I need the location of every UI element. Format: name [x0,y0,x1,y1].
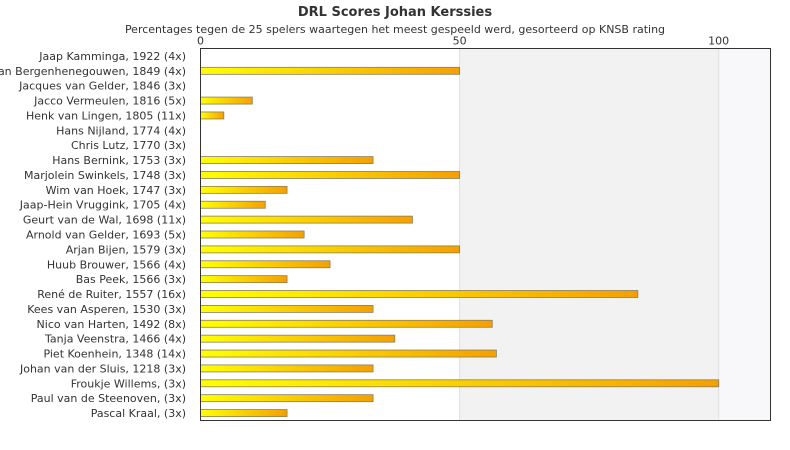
bar [200,379,720,388]
category-label: Hans Bernink, 1753 (3x) [52,154,186,167]
bar [200,200,266,209]
category-label: Jaap Kamminga, 1922 (4x) [38,50,186,63]
bar [200,394,374,403]
category-label: Froukje Willems, (3x) [71,377,186,390]
bar [200,66,460,75]
category-label: Hans Nijland, 1774 (4x) [56,124,186,137]
bar [200,230,305,239]
category-label: Bas Peek, 1566 (3x) [76,273,186,286]
category-label: Piet Koenhein, 1348 (14x) [43,348,186,361]
bar [200,304,374,313]
bar [200,409,288,417]
bar [200,275,288,284]
category-label: Jacco Vermeulen, 1816 (5x) [33,95,186,108]
category-label: Jacques van Gelder, 1846 (3x) [18,80,186,93]
category-label: Chris Lutz, 1770 (3x) [71,139,186,152]
category-label: Marjolein Swinkels, 1748 (3x) [24,169,186,182]
plot-frame [200,48,771,421]
category-label: Jaap-Hein Vruggink, 1705 (4x) [19,199,186,212]
category-label: Wim van Hoek, 1747 (3x) [46,184,186,197]
plot-band [459,48,719,421]
plot-band [718,48,771,421]
category-label: Henk van Lingen, 1805 (11x) [26,109,186,122]
bar [200,364,374,373]
bar [200,96,253,105]
x-tick-label: 0 [197,35,204,48]
bar [200,215,413,224]
x-tick-label: 50 [453,35,467,48]
bar [200,111,225,120]
category-labels: Jaap Kamminga, 1922 (4x) Hans van Bergenh… [0,50,186,420]
category-label: Huub Brouwer, 1566 (4x) [47,258,186,271]
bar [200,245,460,254]
bar [200,349,497,358]
bar [200,334,396,343]
x-tick-label: 100 [708,35,729,48]
bar [200,185,288,194]
category-label: Johan van der Sluis, 1218 (3x) [19,362,186,375]
chart-title: DRL Scores Johan Kerssies [298,5,493,20]
category-label: Geurt van de Wal, 1698 (11x) [23,214,186,227]
category-label: Hans van Bergenhenegouwen, 1849 (4x) [0,65,186,78]
bar [200,171,460,179]
category-label: René de Ruiter, 1557 (16x) [37,288,186,301]
bar [200,290,639,298]
category-label: Tanja Veenstra, 1466 (4x) [44,333,186,346]
chart-subtitle: Percentages tegen de 25 spelers waartege… [125,23,665,36]
bar [200,319,493,328]
bar [200,156,374,165]
category-label: Paul van de Steenoven, (3x) [31,392,186,405]
category-label: Kees van Asperen, 1530 (3x) [27,303,186,316]
category-label: Arjan Bijen, 1579 (3x) [66,243,186,256]
bar [200,260,331,269]
x-axis-ticks: 0 50 100 [197,35,729,421]
category-label: Arnold van Gelder, 1693 (5x) [26,229,186,242]
category-label: Pascal Kraal, (3x) [91,407,186,420]
plot-background [200,48,771,421]
bars [200,66,720,417]
category-label: Nico van Harten, 1492 (8x) [37,318,186,331]
